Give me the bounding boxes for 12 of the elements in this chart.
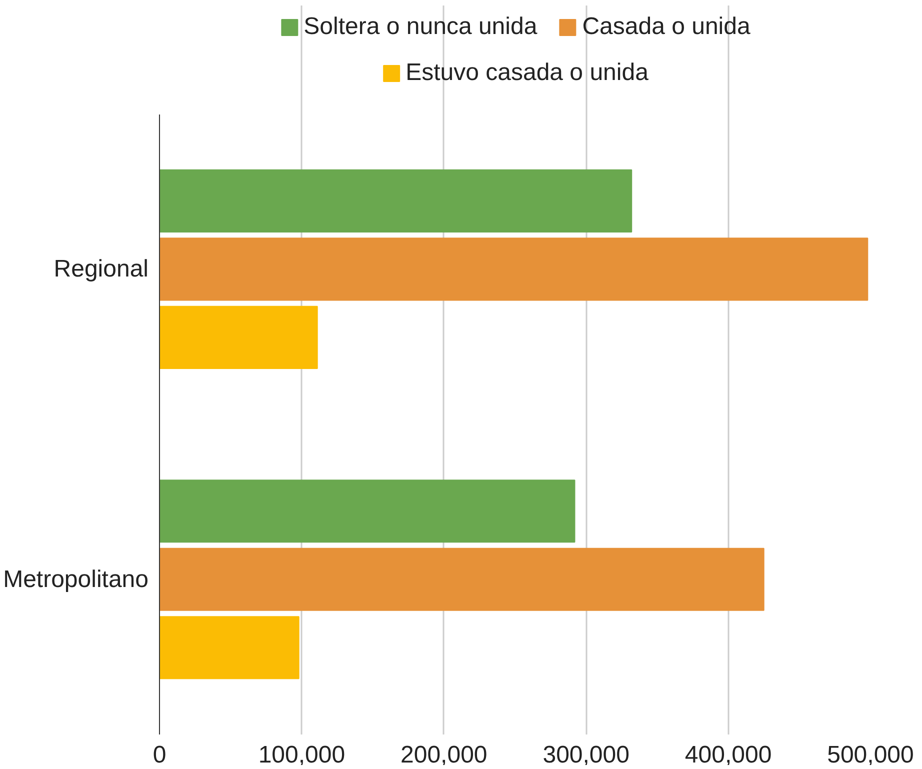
bar: [160, 548, 764, 611]
legend-label: Casada o unida: [582, 13, 750, 41]
x-tick-label: 0: [152, 742, 166, 768]
bar: [160, 616, 300, 680]
legend-label: Estuvo casada o unida: [406, 59, 648, 87]
bar: [160, 169, 632, 232]
legend-label: Soltera o nunca unida: [304, 13, 538, 41]
bar: [160, 306, 318, 369]
bar: [160, 480, 576, 543]
y-tick-label: Regional: [54, 256, 148, 283]
y-tick-label: Metropolitano: [3, 566, 149, 593]
bar: [160, 238, 868, 301]
